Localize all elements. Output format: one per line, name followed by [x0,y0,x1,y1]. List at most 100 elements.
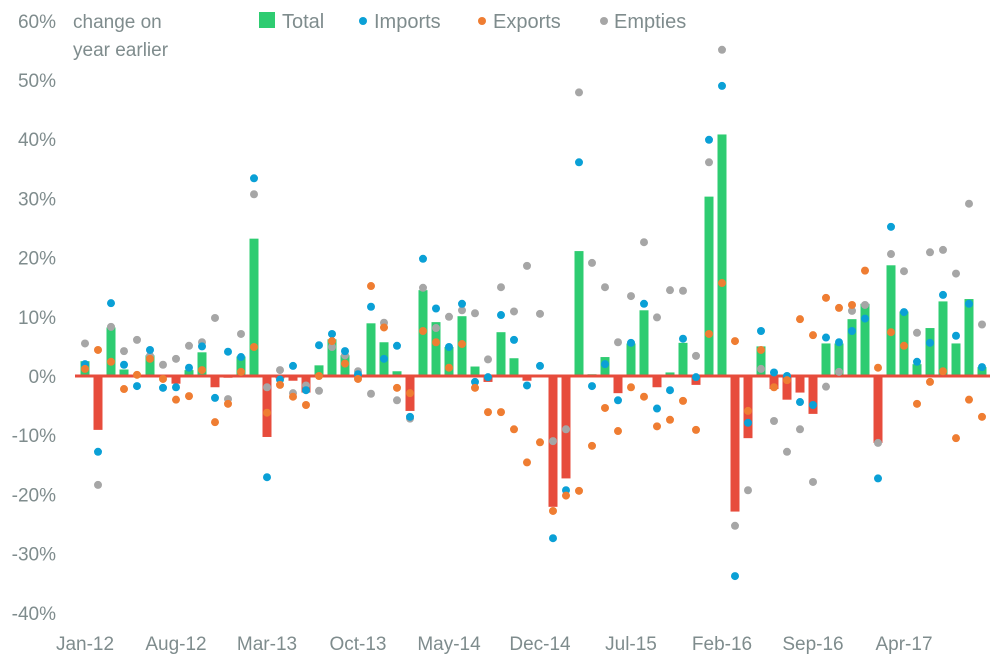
bar-total-Jul-15 [626,343,636,376]
dot-empties-Oct-14 [510,307,518,316]
dot-imports-Sep-15 [653,404,661,413]
dot-exports-May-17 [913,399,921,408]
y-axis-label-line-1: change on [73,12,162,33]
dot-exports-Sep-12 [185,392,193,401]
dot-exports-Dec-15 [692,425,700,434]
bar-total-Sep-14 [496,332,506,376]
legend: Total Imports Exports Empties [259,11,686,33]
dot-imports-Apr-15 [588,382,596,391]
bars-total [80,134,987,512]
x-tick-label: Feb-16 [692,634,752,655]
bar-total-Nov-14 [522,376,532,381]
dot-imports-Jan-13 [237,353,245,362]
dot-exports-Jun-14 [458,340,466,349]
dot-exports-Jul-16 [783,376,791,385]
dot-empties-Jan-15 [549,437,557,446]
dot-imports-Jul-15 [627,338,635,347]
legend-swatch-total [259,12,275,28]
dot-exports-May-14 [445,363,453,372]
y-axis-label-line-2: year earlier [73,40,169,61]
dot-empties-Apr-12 [120,347,128,356]
dot-empties-Aug-13 [328,342,336,351]
dot-imports-Jul-12 [159,383,167,392]
dot-exports-Jul-13 [315,372,323,380]
dot-imports-Sep-17 [965,299,973,308]
dot-empties-May-15 [601,283,609,292]
dot-exports-Sep-13 [341,359,349,368]
dot-empties-Aug-16 [796,425,804,434]
dot-imports-Sep-13 [341,347,349,356]
dot-imports-Dec-14 [536,361,544,370]
bar-total-Mar-16 [730,376,740,512]
dot-empties-Oct-15 [666,286,674,295]
dot-imports-May-17 [913,357,921,366]
dot-imports-Sep-14 [497,311,505,320]
dot-exports-Sep-15 [653,422,661,431]
bar-total-Apr-14 [431,322,441,376]
dot-imports-Aug-17 [952,331,960,340]
dot-imports-Oct-14 [510,335,518,344]
bar-total-Nov-13 [366,323,376,376]
dot-empties-Apr-15 [588,258,596,267]
dot-imports-May-14 [445,342,453,351]
dot-exports-Aug-13 [328,337,336,346]
bar-total-Nov-12 [210,376,220,388]
dot-exports-May-15 [601,403,609,412]
x-axis-ticks: Jan-12 Aug-12 Mar-13 Oct-13 May-14 Dec-14 Jul-… [56,634,933,655]
dot-imports-Nov-16 [835,338,843,347]
dot-imports-Feb-17 [874,474,882,483]
bar-total-Jun-16 [769,376,779,390]
dot-empties-Dec-16 [848,306,856,315]
bar-total-Nov-16 [834,343,844,376]
dot-imports-Jun-13 [302,386,310,395]
dot-imports-May-16 [757,327,765,336]
dot-exports-Apr-13 [276,380,284,389]
x-tick-label: May-14 [417,634,481,655]
dot-empties-Nov-13 [367,389,375,398]
dot-exports-Sep-14 [497,408,505,417]
y-tick-label: 0% [29,367,57,388]
bar-total-Oct-16 [821,343,831,376]
legend-label-empties: Empties [614,11,686,33]
dot-imports-Oct-16 [822,333,830,342]
dot-empties-Jun-17 [926,248,934,257]
bar-total-Mar-13 [262,376,272,437]
y-tick-label: 10% [18,308,56,329]
dot-imports-Mar-13 [263,473,271,482]
dot-exports-Jun-17 [926,377,934,386]
dot-imports-Apr-14 [432,304,440,313]
dot-imports-Nov-14 [523,381,531,390]
dot-imports-Jun-12 [146,345,154,354]
bar-total-Aug-15 [639,310,649,376]
dot-empties-Feb-15 [562,425,570,434]
dot-exports-Sep-16 [809,331,817,340]
dot-exports-May-16 [757,345,765,354]
dot-exports-Apr-17 [900,341,908,350]
dot-imports-Nov-13 [367,302,375,311]
dot-imports-Mar-15 [575,158,583,167]
dot-exports-May-13 [289,392,297,401]
bar-total-Aug-13 [327,339,337,376]
dot-empties-Aug-17 [952,269,960,278]
bar-total-Aug-17 [951,343,961,376]
dot-imports-Apr-12 [120,360,128,369]
dot-exports-Feb-15 [562,491,570,500]
dot-exports-Nov-14 [523,458,531,467]
dot-empties-Apr-14 [432,324,440,333]
bar-total-Mar-12 [106,327,116,376]
dot-exports-Apr-14 [432,338,440,347]
dot-exports-Jul-12 [159,374,167,383]
bar-total-Nov-15 [678,342,688,376]
dot-exports-Mar-14 [419,327,427,336]
dot-imports-Feb-13 [250,174,258,183]
dot-imports-Sep-12 [185,363,193,372]
dot-empties-Oct-16 [822,382,830,391]
dot-empties-Mar-13 [263,383,271,392]
dot-imports-Aug-14 [484,373,492,382]
y-tick-label: 60% [18,12,56,33]
x-tick-label: Aug-12 [145,634,206,655]
dot-imports-Oct-12 [198,342,206,351]
dot-exports-Jan-14 [393,383,401,392]
bar-total-Dec-16 [847,319,857,376]
